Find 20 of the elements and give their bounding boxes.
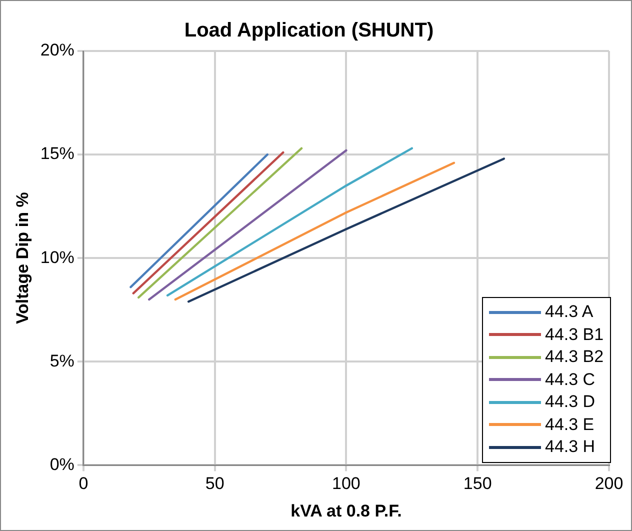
y-axis-title: Voltage Dip in % <box>12 192 32 324</box>
x-tick-label: 150 <box>463 474 492 494</box>
legend-label: 44.3 E <box>545 414 594 436</box>
y-tick-label: 0% <box>50 454 74 474</box>
legend-label: 44.3 H <box>545 436 596 458</box>
legend-label: 44.3 D <box>545 391 596 414</box>
y-tick-label: 20% <box>40 40 74 60</box>
x-tick-label: 50 <box>205 474 224 494</box>
x-tick-label: 100 <box>332 474 360 494</box>
x-tick-label: 0 <box>78 474 88 494</box>
y-tick-label: 15% <box>40 144 74 164</box>
legend-label: 44.3 B2 <box>545 346 604 368</box>
y-tick-label: 10% <box>40 248 74 267</box>
legend-label: 44.3 C <box>545 368 596 391</box>
y-tick-label: 5% <box>50 351 74 370</box>
x-tick-label: 200 <box>594 474 624 494</box>
legend-label: 44.3 B1 <box>545 324 604 346</box>
chart-title: Load Application (SHUNT) <box>184 20 434 42</box>
x-axis-title: kVA at 0.8 P.F. <box>290 501 402 520</box>
legend-label: 44.3 A <box>545 301 594 324</box>
